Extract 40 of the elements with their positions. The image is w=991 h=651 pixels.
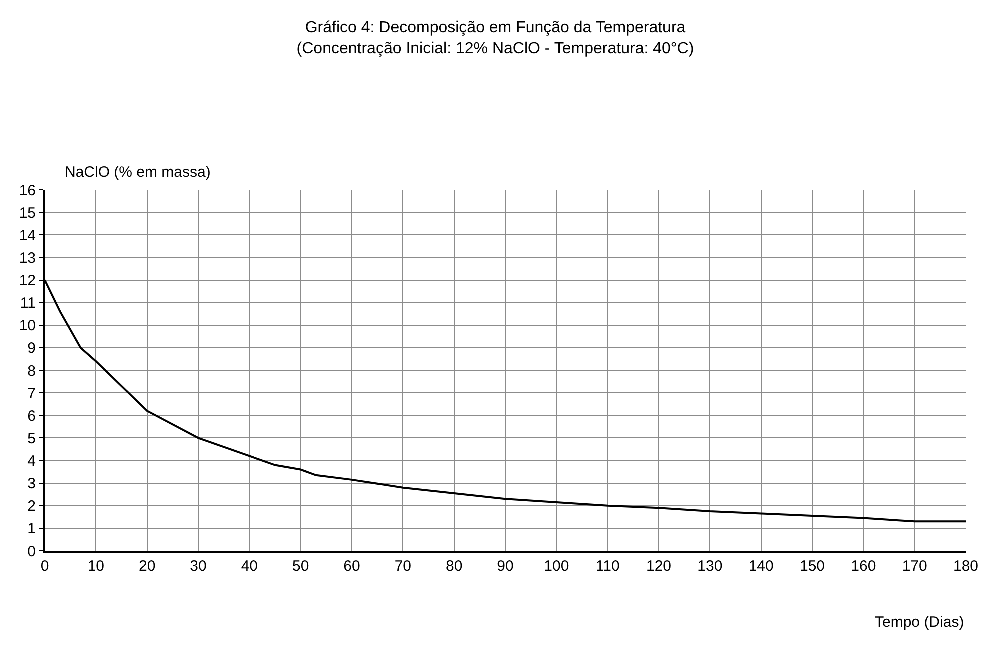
y-tick-label: 6	[28, 408, 36, 425]
x-tick-label: 160	[851, 558, 876, 575]
x-tick-label: 150	[800, 558, 826, 575]
y-tick-label: 15	[19, 204, 36, 222]
x-tick-label: 20	[138, 558, 156, 575]
x-tick-label: 30	[190, 558, 207, 575]
y-tick-label: 13	[19, 250, 36, 267]
x-tick-label: 140	[748, 558, 774, 575]
x-tick-label: 10	[88, 558, 105, 575]
y-tick-label: 10	[19, 318, 36, 335]
x-axis-title: Tempo (Dias)	[875, 614, 964, 631]
y-tick-label: 2	[28, 498, 36, 516]
y-tick-label: 7	[28, 385, 36, 402]
x-tick-label: 110	[596, 558, 620, 575]
x-tick-label: 50	[292, 558, 310, 575]
x-tick-label: 0	[40, 558, 50, 575]
y-tick-label: 5	[28, 430, 36, 448]
chart-subtitle: (Concentração Inicial: 12% NaClO - Temperatura: 40°C)	[296, 40, 694, 58]
x-tick-label: 80	[446, 558, 463, 575]
chart-title: Gráfico 4: Decomposição em Função da Temperatura	[305, 20, 686, 37]
y-tick-label: 4	[28, 453, 36, 470]
y-tick-label: 9	[28, 340, 36, 358]
y-tick-label: 12	[19, 272, 36, 290]
x-tick-label: 180	[953, 558, 979, 575]
x-tick-label: 130	[698, 558, 723, 575]
x-tick-label: 40	[241, 558, 258, 575]
y-tick-label: 0	[28, 543, 36, 560]
y-tick-label: 11	[20, 295, 36, 312]
y-tick-label: 8	[28, 362, 36, 380]
x-tick-label: 60	[344, 558, 360, 575]
y-axis-title: NaClO (% em massa)	[65, 164, 211, 181]
x-tick-label: 120	[646, 558, 672, 575]
x-tick-label: 70	[394, 558, 412, 575]
x-tick-label: 170	[902, 558, 928, 575]
y-tick-label: 16	[19, 182, 36, 200]
x-tick-label: 100	[544, 558, 570, 575]
y-tick-label: 14	[19, 227, 36, 244]
x-tick-label: 90	[497, 558, 514, 575]
y-tick-label: 1	[28, 520, 36, 538]
y-tick-label: 3	[28, 476, 36, 493]
